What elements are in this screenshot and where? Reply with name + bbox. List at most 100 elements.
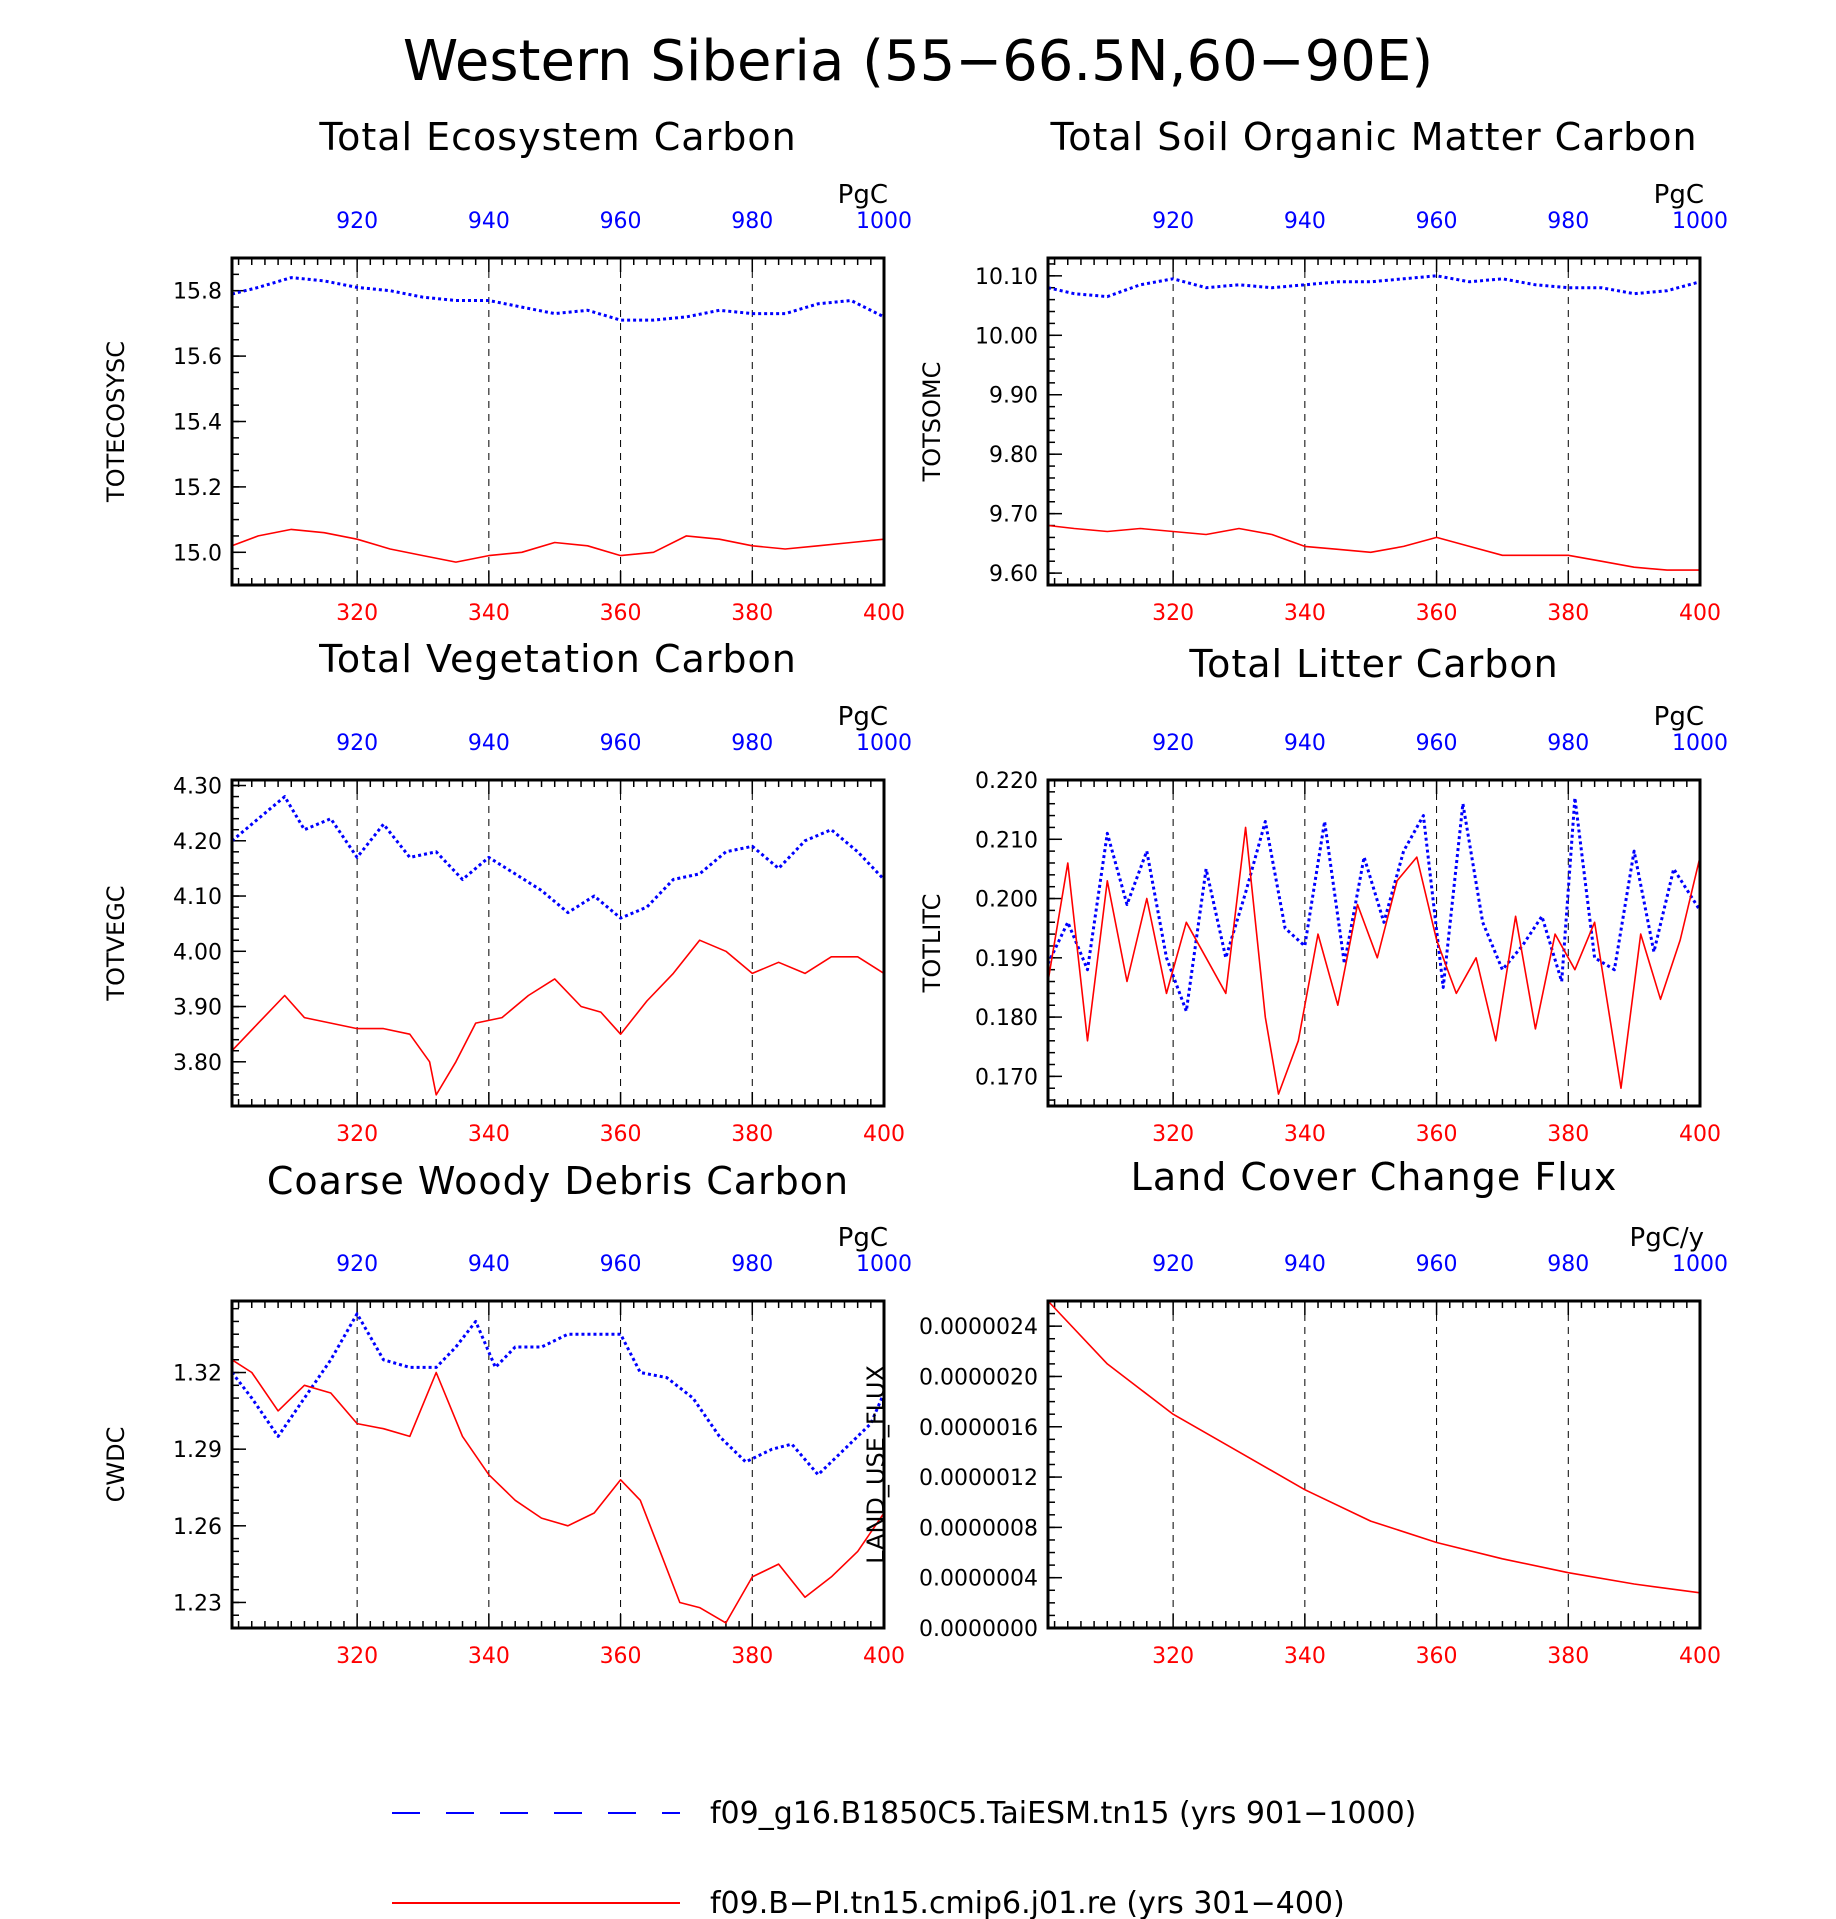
x-tick-label-top: 960 [600,209,642,234]
units-label: PgC [838,702,888,732]
y-tick-label: 0.190 [975,947,1038,972]
legend-label: f09.B−PI.tn15.cmip6.j01.re (yrs 301−400) [710,1886,1345,1919]
panel-title: Coarse Woody Debris Carbon [267,1159,849,1203]
x-tick-label-top: 980 [1547,731,1589,756]
y-tick-label: 3.90 [173,996,222,1021]
x-tick-label-bottom: 400 [1679,1122,1721,1147]
y-tick-label: 1.29 [173,1438,222,1463]
plot-frame [230,778,886,1108]
y-tick-label: 0.0000000 [919,1617,1038,1642]
plot-frame [230,256,886,587]
x-tick-label-bottom: 360 [1416,1122,1458,1147]
y-axis-label: TOTECOSYSC [102,341,130,503]
x-tick-label-bottom: 400 [1679,601,1721,626]
x-tick-label-bottom: 320 [336,1122,378,1147]
x-tick-label-bottom: 320 [1152,1644,1194,1669]
series-line [1046,796,1702,1013]
series-line [230,1312,886,1477]
x-tick-label-top: 1000 [856,1252,912,1277]
x-tick-label-bottom: 340 [1284,1644,1326,1669]
x-tick-label-top: 940 [1284,1252,1326,1277]
x-tick-label-top: 1000 [1672,1252,1728,1277]
x-tick-label-bottom: 320 [1152,1122,1194,1147]
x-tick-label-top: 980 [731,209,773,234]
x-tick-label-top: 940 [1284,731,1326,756]
x-tick-label-top: 940 [1284,209,1326,234]
panel-title: Total Soil Organic Matter Carbon [1049,115,1697,159]
chart-panel: Total Soil Organic Matter Carbon 9.60 9.70… [918,115,1728,626]
x-tick-label-bottom: 340 [468,1644,510,1669]
y-tick-label: 15.6 [173,345,222,370]
series-line [231,276,885,322]
x-tick-label-bottom: 380 [1547,601,1589,626]
panel-title: Total Vegetation Carbon [318,637,797,681]
y-tick-label: 4.00 [173,940,222,965]
y-tick-label: 0.220 [975,769,1038,794]
x-tick-label-bottom: 380 [1547,1122,1589,1147]
series-line [231,795,886,920]
chart-panel: Land Cover Change Flux 0.0000000 0.0000004… [862,1155,1728,1669]
units-label: PgC [838,180,888,210]
plot-frame [1046,1299,1702,1630]
x-tick-label-bottom: 380 [731,601,773,626]
series-line [1047,524,1700,571]
y-tick-label: 9.90 [989,384,1038,409]
y-tick-label: 9.70 [989,503,1038,528]
x-tick-label-top: 1000 [1672,209,1728,234]
x-tick-label-top: 960 [1416,731,1458,756]
y-axis-label: CWDC [102,1427,130,1503]
series-line [1047,274,1701,299]
series-line [231,939,885,1096]
x-tick-label-bottom: 380 [731,1122,773,1147]
x-tick-label-top: 920 [1152,1252,1194,1277]
y-axis-label: TOTLITC [918,894,946,994]
plot-frame [1046,778,1702,1108]
x-tick-label-bottom: 380 [731,1644,773,1669]
x-tick-label-top: 920 [336,731,378,756]
legend: f09_g16.B1850C5.TaiESM.tn15 (yrs 901−100… [392,1796,1416,1919]
x-tick-label-bottom: 340 [468,1122,510,1147]
panel-title: Total Ecosystem Carbon [318,115,796,159]
units-label: PgC [1654,180,1704,210]
y-tick-label: 0.170 [975,1065,1038,1090]
y-tick-label: 0.210 [975,828,1038,853]
units-label: PgC/y [1630,1223,1704,1253]
x-tick-label-top: 940 [468,731,510,756]
panel-title: Land Cover Change Flux [1131,1155,1618,1199]
x-tick-label-top: 980 [731,1252,773,1277]
x-tick-label-bottom: 320 [336,1644,378,1669]
x-tick-label-bottom: 320 [336,601,378,626]
x-tick-label-top: 960 [600,731,642,756]
x-tick-label-bottom: 340 [468,601,510,626]
x-tick-label-bottom: 340 [1284,601,1326,626]
y-tick-label: 4.20 [173,830,222,855]
x-tick-label-top: 1000 [856,731,912,756]
y-tick-label: 15.8 [173,280,222,305]
y-tick-label: 10.00 [975,324,1038,349]
y-tick-label: 0.0000020 [919,1365,1038,1390]
x-tick-label-top: 960 [1416,1252,1458,1277]
chart-panel: Total Litter Carbon 0.170 0.180 0.190 0.200 0… [918,642,1728,1147]
y-axis-label: LAND_USE_FLUX [862,1365,890,1564]
y-tick-label: 0.0000008 [919,1516,1038,1541]
series-line [231,528,885,563]
series-line [1047,826,1701,1095]
figure-title: Western Siberia (55−66.5N,60−90E) [403,29,1433,94]
y-tick-label: 0.200 [975,888,1038,913]
x-tick-label-top: 920 [336,209,378,234]
y-tick-label: 4.30 [173,775,222,800]
y-tick-label: 3.80 [173,1051,222,1076]
y-tick-label: 0.0000004 [919,1567,1038,1592]
x-tick-label-top: 1000 [856,209,912,234]
y-tick-label: 15.2 [173,476,222,501]
x-tick-label-top: 960 [1416,209,1458,234]
x-tick-label-bottom: 360 [1416,1644,1458,1669]
x-tick-label-bottom: 320 [1152,601,1194,626]
x-tick-label-top: 980 [731,731,773,756]
y-tick-label: 1.23 [173,1591,222,1616]
x-tick-label-bottom: 340 [1284,1122,1326,1147]
x-tick-label-top: 920 [1152,731,1194,756]
units-label: PgC [838,1223,888,1253]
x-tick-label-top: 960 [600,1252,642,1277]
